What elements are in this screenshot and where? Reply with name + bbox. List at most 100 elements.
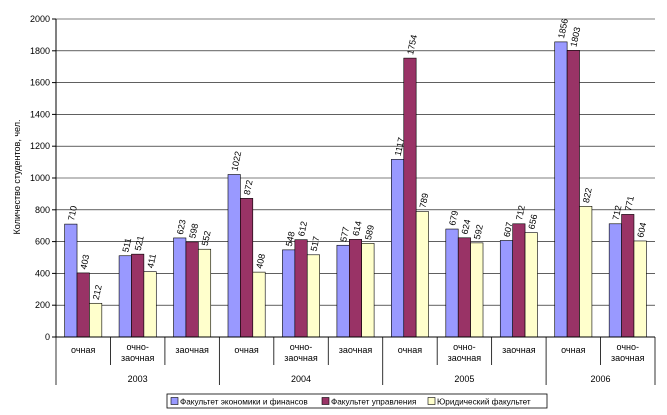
- bar: [240, 198, 254, 338]
- category-label: очная: [561, 345, 585, 355]
- data-label: 1754: [405, 34, 419, 56]
- data-label: 710: [66, 205, 79, 222]
- x-axis-categories: очная очно-заочная заочная очная очно-заочна…: [55, 337, 656, 365]
- category-label: очная: [398, 345, 422, 355]
- bar: [143, 271, 157, 338]
- bar: [445, 228, 459, 338]
- bar: [306, 254, 320, 338]
- group-label: 2005: [454, 374, 474, 384]
- y-tick-label: 1000: [30, 173, 50, 183]
- data-label: 552: [200, 230, 213, 247]
- bar: [579, 206, 593, 338]
- category-label: заочная: [448, 353, 482, 363]
- data-label: 411: [145, 253, 158, 269]
- bar: [64, 223, 78, 338]
- data-label: 612: [296, 220, 309, 237]
- data-label: 1117: [393, 136, 407, 156]
- legend-label: Юридический факультет: [437, 398, 531, 407]
- data-label: 1022: [229, 150, 243, 172]
- bar: [554, 41, 568, 338]
- legend-label: Факультет управления: [331, 398, 416, 407]
- data-label: 517: [309, 235, 322, 252]
- category-label: заочная: [175, 345, 209, 355]
- legend-swatch: [321, 397, 330, 405]
- data-label: 589: [363, 224, 376, 241]
- bar: [185, 241, 199, 338]
- category-label: очно-: [290, 342, 312, 352]
- bar: [131, 253, 145, 338]
- data-label: 712: [514, 204, 527, 221]
- data-label: 1803: [568, 26, 582, 48]
- data-label: 548: [284, 231, 297, 248]
- data-label: 604: [635, 222, 648, 239]
- category-label: заочная: [121, 353, 155, 363]
- bar: [621, 214, 635, 338]
- legend: Факультет экономики и финансов Факультет …: [166, 393, 548, 409]
- axes: [55, 19, 655, 338]
- group-label: 2004: [291, 374, 311, 384]
- legend-label: Факультет экономики и финансов: [180, 398, 308, 407]
- bar: [336, 244, 350, 338]
- bars: [64, 41, 647, 338]
- bar: [282, 249, 296, 338]
- data-label: 521: [133, 235, 146, 252]
- y-tick-label: 1200: [30, 141, 50, 151]
- bar: [89, 302, 103, 338]
- x-axis-groups: 2003 2004 2005 2006: [55, 365, 656, 385]
- data-labels: 710 511 623 1022 548 577 1117 679 607 1856 712 403 5…: [66, 18, 648, 301]
- bar: [391, 159, 405, 338]
- data-label: 408: [254, 253, 267, 270]
- bar: [227, 174, 241, 338]
- bar: [173, 237, 187, 338]
- bar: [252, 271, 266, 338]
- y-axis-title: Количество студентов, чел.: [12, 120, 22, 235]
- category-label: очная: [234, 345, 258, 355]
- y-tick-label: 1400: [30, 109, 50, 119]
- group-label: 2006: [591, 374, 611, 384]
- bar: [294, 239, 308, 338]
- bar: [415, 211, 429, 338]
- legend-box: [166, 393, 548, 409]
- y-tick-label: 800: [35, 205, 50, 215]
- data-label: 607: [502, 221, 515, 238]
- data-label: 712: [611, 204, 624, 221]
- bar: [499, 240, 513, 338]
- data-label: 771: [623, 195, 636, 212]
- data-label: 822: [581, 187, 594, 204]
- category-label: заочная: [502, 345, 536, 355]
- bar: [457, 237, 471, 338]
- bar: [512, 223, 526, 338]
- data-label: 656: [526, 213, 539, 230]
- category-label: заочная: [611, 353, 645, 363]
- y-tick-label: 200: [35, 300, 50, 310]
- data-label: 212: [91, 284, 104, 301]
- bar: [118, 255, 132, 338]
- data-label: 623: [175, 219, 188, 236]
- y-tick-label: 400: [35, 268, 50, 278]
- bar: [470, 242, 484, 338]
- data-label: 789: [418, 192, 431, 209]
- bar: [198, 248, 212, 338]
- y-tick-label: 0: [45, 332, 50, 342]
- bar: [403, 57, 417, 338]
- bar: [348, 239, 362, 338]
- data-label: 614: [351, 220, 364, 237]
- category-label: заочная: [339, 345, 373, 355]
- data-label: 598: [187, 223, 200, 240]
- y-tick-label: 1600: [30, 78, 50, 88]
- y-tick-label: 2000: [30, 14, 50, 24]
- data-label: 872: [242, 179, 255, 196]
- legend-swatch: [170, 397, 179, 405]
- category-label: заочная: [284, 353, 318, 363]
- y-tick-label: 600: [35, 237, 50, 247]
- bar: [633, 240, 647, 338]
- data-label: 624: [460, 218, 473, 235]
- category-label: очно-: [126, 342, 148, 352]
- data-label: 511: [120, 237, 133, 253]
- category-label: очно-: [617, 342, 639, 352]
- bar: [608, 223, 622, 338]
- legend-swatch: [427, 397, 436, 405]
- data-label: 403: [78, 254, 91, 271]
- bar: [524, 232, 538, 338]
